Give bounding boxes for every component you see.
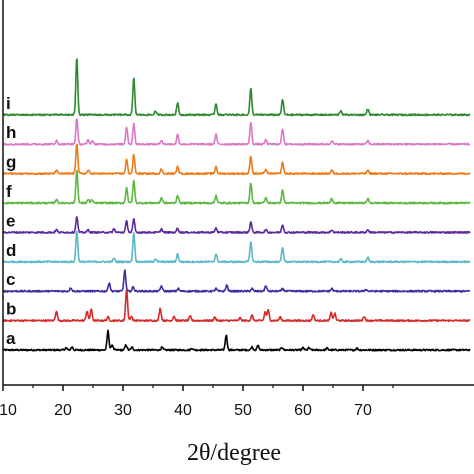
- series-line-g: [2, 143, 471, 176]
- series-label-h: h: [6, 123, 16, 142]
- series-label-e: e: [6, 211, 15, 230]
- series-line-c: [2, 269, 471, 293]
- x-tick-label-50: 50: [234, 402, 252, 419]
- series-line-d: [2, 230, 471, 264]
- series-line-f: [2, 169, 471, 205]
- series-line-a: [2, 329, 471, 352]
- x-tick-label-60: 60: [294, 402, 312, 419]
- series-line-i: [2, 58, 471, 117]
- series-label-b: b: [6, 300, 16, 319]
- series-line-h: [2, 118, 471, 146]
- series-label-g: g: [6, 153, 16, 172]
- x-tick-label-20: 20: [54, 402, 72, 419]
- series-label-a: a: [6, 329, 16, 348]
- series-label-i: i: [6, 94, 11, 113]
- series-line-b: [2, 289, 471, 323]
- x-tick-label-70: 70: [354, 402, 372, 419]
- series-label-d: d: [6, 241, 16, 260]
- x-tick-label-30: 30: [114, 402, 132, 419]
- series-label-c: c: [6, 270, 15, 289]
- series-group: [2, 58, 471, 352]
- x-tick-label-10: 10: [0, 402, 17, 419]
- x-tick-label-40: 40: [174, 402, 192, 419]
- series-line-e: [2, 216, 471, 234]
- x-axis-title: 2θ/degree: [187, 440, 281, 466]
- x-tick-group: 10 20 30 40 50 60 70: [0, 385, 394, 419]
- series-label-f: f: [6, 182, 12, 201]
